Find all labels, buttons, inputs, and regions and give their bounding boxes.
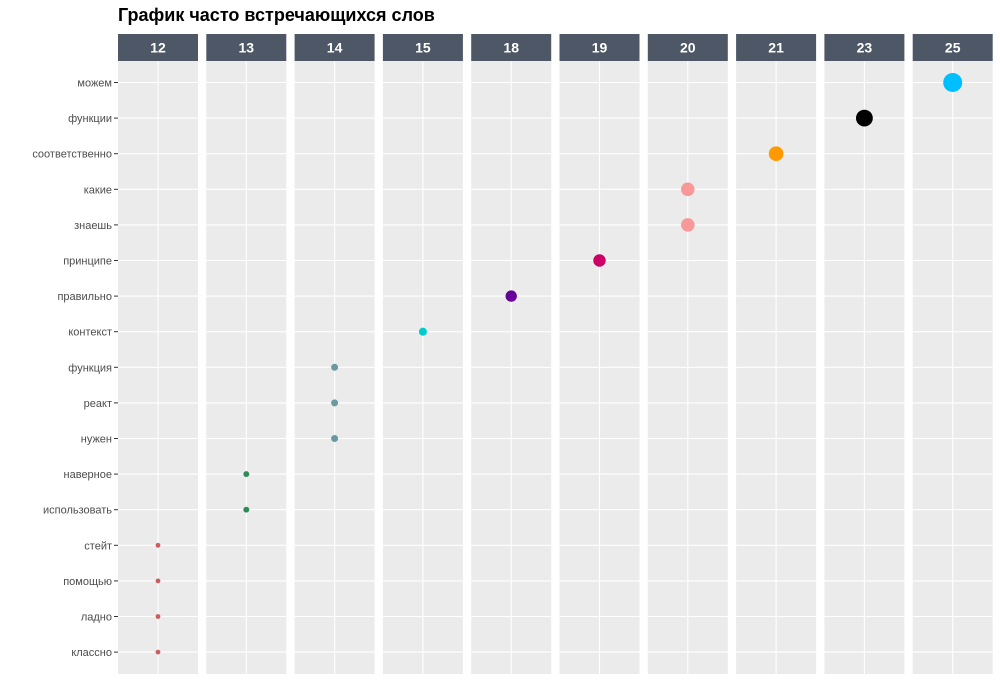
y-tick-label: контекст [68,327,112,339]
y-tick-label: реакт [84,398,112,410]
y-tick-label: можем [77,78,112,90]
facet-strip-label: 18 [503,40,519,56]
y-tick-label: нужен [81,434,112,446]
facet-strip-label: 13 [239,40,255,56]
facet-strip-label: 14 [327,40,343,56]
data-point-принципе [593,254,606,267]
data-point-функции [855,109,873,127]
y-tick-label: использовать [43,505,112,517]
data-point-нужен [331,435,339,442]
data-point-использовать [243,506,250,513]
y-tick-label: стейт [84,540,112,552]
data-point-классно [155,649,161,655]
data-point-правильно [505,290,517,302]
chart-title: График часто встречающихся слов [118,5,435,25]
facet-strip-label: 19 [592,40,608,56]
facet-strip-23 [824,34,905,61]
data-point-наверное [243,471,250,478]
facet-strip-label: 15 [415,40,431,56]
data-point-можем [943,73,963,92]
y-tick-label: соответственно [32,149,112,161]
y-tick-label: какие [84,184,112,196]
data-point-ладно [155,614,161,619]
y-tick-label: функции [68,113,112,125]
facet-strip-12 [118,34,198,61]
data-point-функция [331,363,339,371]
facet-strip-label: 23 [857,40,873,56]
y-tick-label: функция [68,362,112,374]
data-point-реакт [331,399,339,407]
facet-strip-21 [736,34,817,61]
data-point-стейт [155,542,161,548]
facet-strip-20 [647,34,728,61]
data-point-помощью [155,578,161,584]
facet-strip-label: 21 [768,40,784,56]
y-tick-label: принципе [63,256,112,268]
facet-strip-label: 12 [150,40,166,56]
y-tick-label: помощью [63,576,112,588]
y-tick-label: наверное [64,469,112,481]
facet-strip-label: 20 [680,40,696,56]
y-tick-label: ладно [81,612,112,624]
facet-strip-14 [294,34,375,61]
data-point-знаешь [681,218,695,232]
data-point-соответственно [768,146,784,162]
facet-strip-18 [471,34,552,61]
facet-strip-25 [912,34,993,61]
facet-strip-15 [382,34,463,61]
y-tick-label: правильно [57,291,112,303]
facet-strip-13 [206,34,287,61]
y-tick-label: классно [71,647,112,659]
facet-strip-label: 25 [945,40,961,56]
data-point-какие [681,182,695,197]
facet-strip-19 [559,34,640,61]
data-point-контекст [418,327,427,336]
y-tick-label: знаешь [74,220,112,232]
